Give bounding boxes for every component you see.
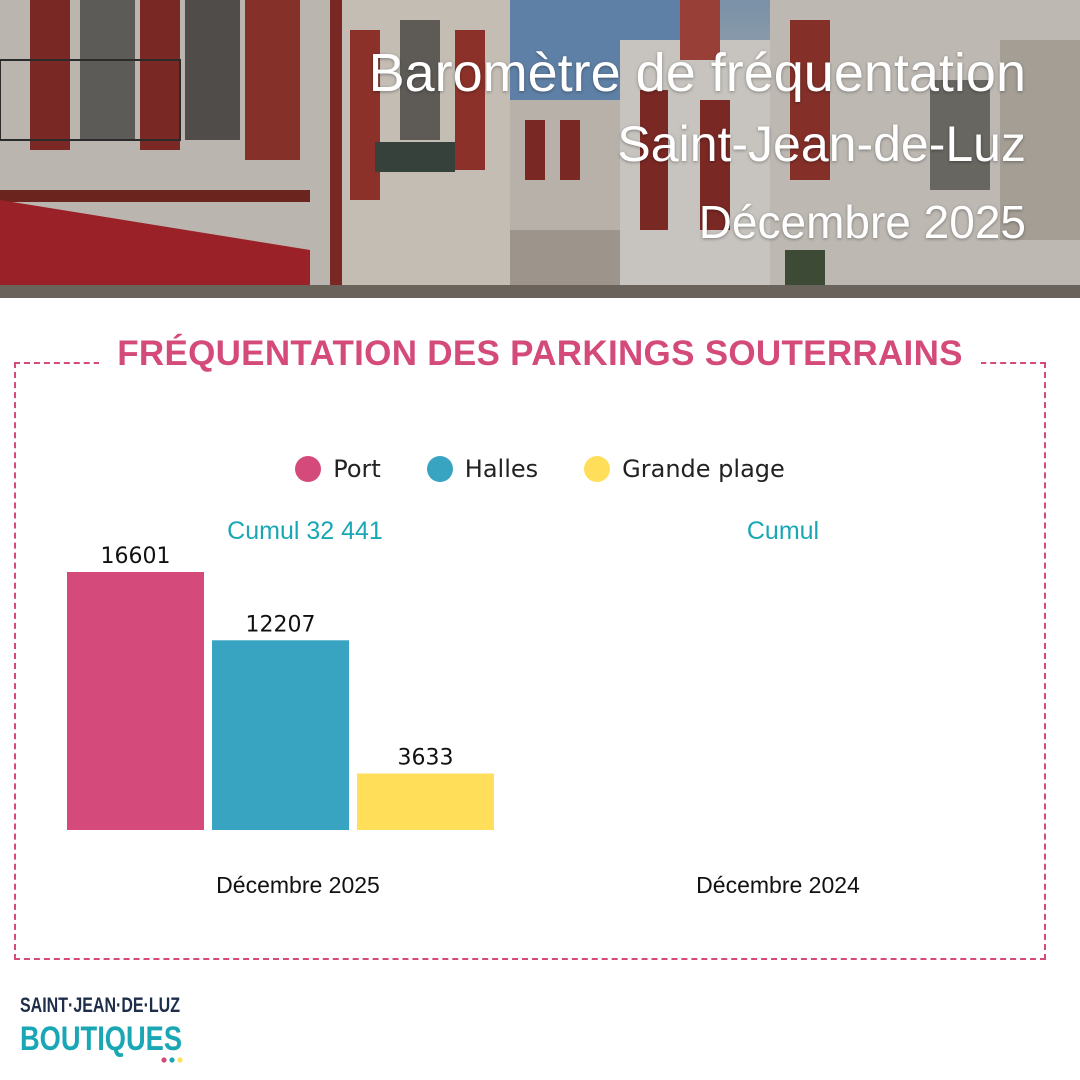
logo-dot-yellow <box>177 1057 183 1063</box>
bar-port-0 <box>67 572 204 830</box>
category-label-2024: Décembre 2024 <box>696 872 860 898</box>
bar-grande-plage-0 <box>357 773 494 830</box>
bar-halles-0 <box>212 640 349 830</box>
legend-dot-grande-plage <box>584 456 611 482</box>
header-city: Saint-Jean-de-Luz <box>617 116 1026 172</box>
legend-item-halles: Halles <box>426 455 539 483</box>
header-period: Décembre 2025 <box>698 196 1026 248</box>
bar-value-label-port-0: 16601 <box>101 544 171 569</box>
logo-dot-pink <box>161 1057 167 1063</box>
legend-label-grande-plage: Grande plage <box>622 455 785 483</box>
street-scene-image <box>0 0 1080 298</box>
legend-label-halles: Halles <box>464 455 539 483</box>
legend-item-grande-plage: Grande plage <box>584 455 785 483</box>
logo-line1: SAINT·JEAN·DE·LUZ <box>20 994 180 1017</box>
logo-dot-blue <box>169 1057 175 1063</box>
cumul-label-2024: Cumul <box>746 517 820 545</box>
header-photo: Baromètre de fréquentation Saint-Jean-de… <box>0 0 1080 298</box>
legend-label-port: Port <box>333 455 381 483</box>
header-title: Baromètre de fréquentation <box>368 43 1026 103</box>
legend-dot-port <box>295 456 322 482</box>
bar-value-label-halles-0: 12207 <box>246 612 316 637</box>
category-label-2025: Décembre 2025 <box>216 872 380 898</box>
bar-chart: 16601 12207 3633 <box>67 544 494 830</box>
bar-value-label-grande-plage-0: 3633 <box>398 746 454 771</box>
saint-jean-de-luz-boutiques-logo: SAINT·JEAN·DE·LUZ BOUTIQUES <box>20 994 183 1063</box>
chart-legend: Port Halles Grande plage <box>0 455 1080 483</box>
legend-item-port: Port <box>295 455 381 483</box>
legend-dot-halles <box>426 456 453 482</box>
cumul-label-2025: Cumul 32 441 <box>227 517 383 545</box>
logo-line2: BOUTIQUES <box>20 1020 182 1058</box>
